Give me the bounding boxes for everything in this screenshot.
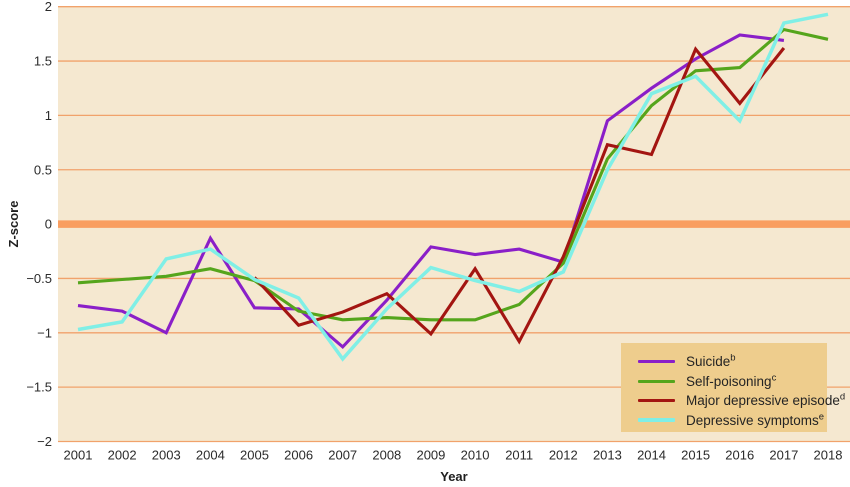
y-tick-label: −2 [37, 434, 52, 449]
x-tick-label: 2014 [637, 448, 666, 463]
legend-label: Self-poisoningc [686, 372, 777, 389]
y-tick-label: −1.5 [26, 380, 52, 395]
series-line-depressive-symptoms [77, 12, 829, 362]
x-tick-label: 2007 [328, 448, 357, 463]
self-poisoning-line-swatch [638, 379, 675, 383]
suicide-line-swatch [638, 360, 675, 364]
y-tick-label: 0.5 [34, 162, 52, 177]
x-tick-label: 2010 [461, 448, 490, 463]
legend-label: Suicideb [686, 352, 736, 369]
x-tick-label: 2017 [769, 448, 798, 463]
x-tick-label: 2009 [416, 448, 445, 463]
legend-item-major-depressive-episode: Major depressive episoded [638, 391, 845, 411]
x-tick-label: 2008 [372, 448, 401, 463]
y-tick-label: 1.5 [34, 54, 52, 69]
x-tick-label: 2003 [152, 448, 181, 463]
x-axis-title: Year [440, 469, 468, 484]
y-tick-label: −0.5 [26, 271, 52, 286]
legend-item-depressive-symptoms: Depressive symptomse [638, 411, 827, 431]
x-tick-label: 2001 [64, 448, 93, 463]
y-tick-label: 0 [45, 217, 52, 232]
x-tick-label: 2011 [505, 448, 533, 463]
x-tick-label: 2006 [284, 448, 313, 463]
x-tick-label: 2005 [240, 448, 269, 463]
major-depressive-episode-line-swatch [638, 399, 675, 403]
series-line-major-depressive-episode [253, 46, 786, 345]
legend-label: Depressive symptomse [686, 411, 825, 428]
series-line-self-poisoning [77, 27, 829, 322]
x-tick-label: 2013 [593, 448, 622, 463]
x-tick-label: 2002 [108, 448, 137, 463]
y-tick-label: −1 [37, 325, 52, 340]
legend-item-self-poisoning: Self-poisoningc [638, 372, 827, 392]
x-tick-label: 2012 [549, 448, 578, 463]
x-tick-label: 2018 [814, 448, 843, 463]
y-tick-label: 1 [45, 108, 52, 123]
legend-item-suicide: Suicideb [638, 352, 827, 372]
x-tick-label: 2015 [681, 448, 710, 463]
depressive-symptoms-line-swatch [638, 418, 675, 423]
x-tick-label: 2004 [196, 448, 225, 463]
x-tick-label: 2016 [725, 448, 754, 463]
y-axis-title: Z-score [6, 200, 21, 248]
legend-label: Major depressive episoded [686, 391, 846, 408]
legend: Suicideb Self-poisoningc Major depressiv… [621, 343, 845, 432]
y-tick-label: 2 [45, 0, 52, 14]
